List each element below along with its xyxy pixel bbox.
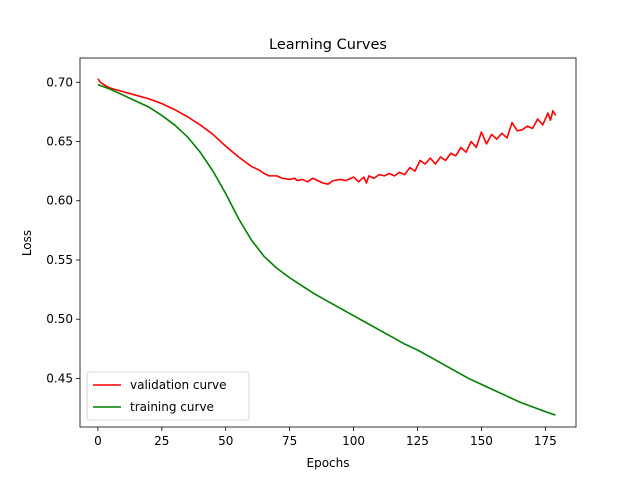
x-axis: 0 25 50 75 100 125 150 175 (94, 427, 557, 448)
x-tick-label-4: 100 (342, 434, 365, 448)
legend-box (86, 371, 250, 421)
x-tick-label-7: 175 (534, 434, 557, 448)
y-tick-label-3: 0.60 (46, 194, 73, 208)
x-tick-label-5: 125 (406, 434, 429, 448)
x-tick-label-0: 0 (94, 434, 102, 448)
series-line-0 (97, 78, 557, 185)
y-tick-label-0: 0.45 (46, 371, 73, 385)
legend-label-0: validation curve (130, 378, 227, 392)
series-line-1 (97, 83, 556, 416)
legend-label-1: training curve (130, 400, 214, 414)
y-axis-label: Loss (20, 230, 34, 256)
y-tick-label-4: 0.65 (46, 135, 73, 149)
plot-area (80, 58, 576, 427)
x-tick-label-3: 75 (282, 434, 297, 448)
legend: validation curve training curve (86, 371, 250, 421)
y-tick-label-1: 0.50 (46, 312, 73, 326)
x-tick-label-6: 150 (470, 434, 493, 448)
y-tick-label-5: 0.70 (46, 75, 73, 89)
series-layer (97, 78, 557, 416)
plot-frame (79, 57, 577, 428)
y-axis: 0.45 0.50 0.55 0.60 0.65 0.70 (46, 75, 80, 385)
x-tick-label-2: 50 (218, 434, 233, 448)
x-tick-label-1: 25 (154, 434, 169, 448)
x-axis-label: Epochs (307, 456, 350, 470)
y-tick-label-2: 0.55 (46, 253, 73, 267)
chart-title: Learning Curves (269, 37, 387, 53)
